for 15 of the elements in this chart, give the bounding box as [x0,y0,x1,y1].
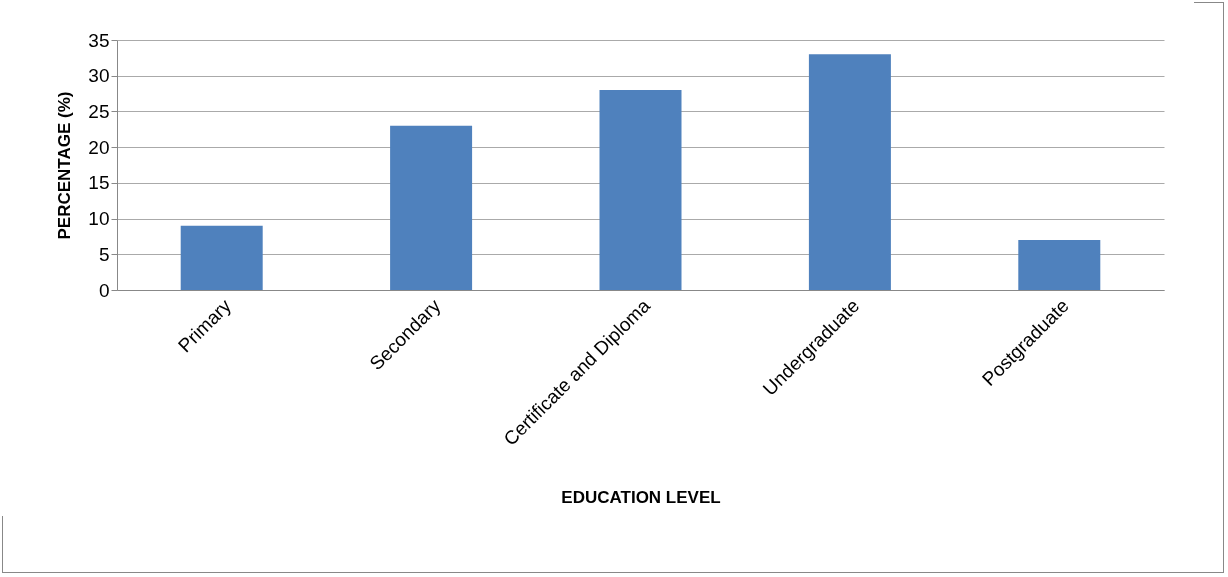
bar [599,90,682,290]
x-axis-title: EDUCATION LEVEL [561,487,721,507]
y-tick-label: 10 [88,208,110,230]
bar [390,125,473,290]
y-axis-title: PERCENTAGE (%) [55,91,75,240]
bar [808,54,891,290]
y-tick-label: 35 [88,29,110,51]
y-tick-label: 25 [88,100,110,122]
y-tick-label: 0 [98,279,110,301]
y-tick-label: 5 [98,243,110,265]
y-tick-label: 20 [88,136,110,158]
y-tick-label: 15 [88,172,110,194]
bar [180,225,263,290]
bar [1018,240,1101,290]
y-tick-label: 30 [88,65,110,87]
